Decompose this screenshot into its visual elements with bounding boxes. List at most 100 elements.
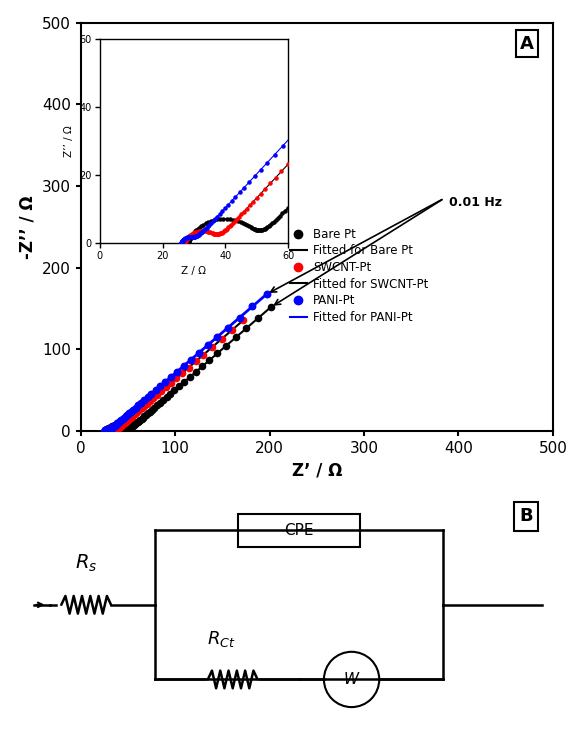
Point <box>145 405 154 417</box>
Point <box>101 425 110 437</box>
Point <box>104 423 113 435</box>
Point <box>103 423 112 435</box>
Point <box>132 417 141 429</box>
Point <box>127 421 136 433</box>
Point <box>118 420 127 432</box>
Point <box>101 425 111 437</box>
Point <box>103 424 112 436</box>
Point <box>128 420 137 432</box>
Point <box>116 420 125 432</box>
Point <box>103 424 112 436</box>
Point <box>102 424 111 436</box>
Point <box>101 425 110 437</box>
Point <box>123 414 132 426</box>
Point <box>101 425 111 437</box>
Point <box>103 423 112 435</box>
Point <box>102 423 111 435</box>
Point <box>104 423 113 435</box>
Point <box>110 423 119 435</box>
Point <box>103 423 112 435</box>
Point <box>103 424 112 436</box>
Point <box>101 425 111 437</box>
Point <box>104 423 113 435</box>
Point <box>101 425 110 437</box>
Point <box>104 423 113 435</box>
Point <box>228 324 237 336</box>
Point <box>113 417 122 429</box>
Point <box>118 419 127 431</box>
Point <box>166 388 175 400</box>
Point <box>102 424 111 436</box>
Point <box>135 415 144 427</box>
Point <box>179 360 188 372</box>
Point <box>115 421 124 433</box>
Point <box>103 424 112 436</box>
Point <box>158 394 168 406</box>
Point <box>111 423 120 435</box>
Point <box>213 330 222 342</box>
Point <box>177 367 187 380</box>
Point <box>198 361 207 373</box>
Point <box>125 422 134 434</box>
Point <box>113 422 123 434</box>
Point <box>150 401 159 414</box>
Point <box>112 423 122 435</box>
Point <box>137 402 146 414</box>
Point <box>109 420 119 432</box>
Point <box>101 425 111 437</box>
Point <box>106 422 115 434</box>
Point <box>101 425 110 437</box>
Point <box>101 425 111 437</box>
Point <box>117 420 126 432</box>
Point <box>180 376 189 388</box>
Point <box>213 347 222 359</box>
Point <box>112 423 121 435</box>
Point <box>107 422 116 434</box>
Point <box>103 424 112 436</box>
Point <box>117 419 126 431</box>
Point <box>153 389 162 401</box>
Point <box>107 420 116 432</box>
Point <box>129 409 138 421</box>
Point <box>101 425 110 437</box>
Point <box>153 399 162 411</box>
Point <box>146 395 155 407</box>
Point <box>124 422 133 434</box>
Point <box>116 415 125 427</box>
Point <box>137 413 146 425</box>
Point <box>107 422 116 434</box>
Point <box>116 420 125 432</box>
Point <box>109 423 119 435</box>
Point <box>104 423 113 435</box>
Point <box>102 423 111 435</box>
Point <box>124 422 134 434</box>
Point <box>138 411 147 423</box>
Point <box>101 425 110 437</box>
Point <box>115 416 124 428</box>
Point <box>103 425 112 437</box>
Point <box>161 381 170 393</box>
Point <box>108 422 118 434</box>
Legend: Bare Pt, Fitted for Bare Pt, SWCNT-Pt, Fitted for SWCNT-Pt, PANI-Pt, Fitted for : Bare Pt, Fitted for Bare Pt, SWCNT-Pt, F… <box>285 223 433 328</box>
Point <box>112 423 121 435</box>
Point <box>111 419 120 431</box>
Point <box>103 423 112 435</box>
Point <box>103 425 112 437</box>
Point <box>135 404 144 417</box>
Point <box>105 423 115 435</box>
Point <box>107 422 116 434</box>
Point <box>222 339 231 352</box>
Point <box>124 407 134 420</box>
Point <box>253 312 263 324</box>
Point <box>114 419 123 431</box>
Point <box>101 425 110 437</box>
Point <box>101 424 110 436</box>
Circle shape <box>324 652 379 707</box>
Point <box>186 354 195 366</box>
Point <box>207 341 217 353</box>
Point <box>101 425 111 437</box>
Point <box>191 355 200 367</box>
Point <box>101 424 111 436</box>
Point <box>101 424 110 436</box>
Point <box>109 420 119 432</box>
